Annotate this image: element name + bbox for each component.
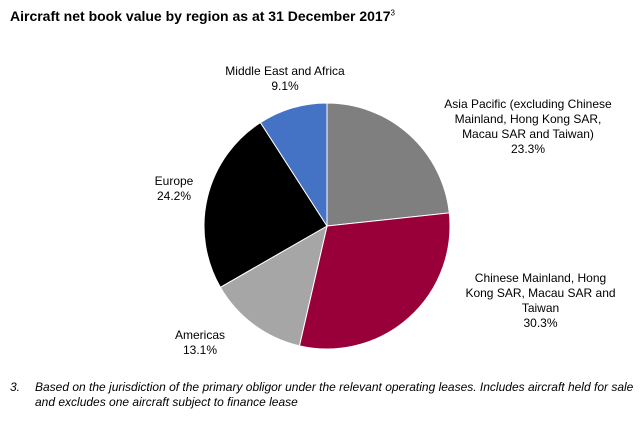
slice-value-label: 23.3%: [510, 142, 546, 156]
footnote-number: 3.: [10, 380, 21, 394]
footnote: 3. Based on the jurisdiction of the prim…: [10, 380, 635, 410]
slice-label-asia-pacific: Asia Pacific (excluding Chinese Mainland…: [438, 97, 618, 157]
slice-label-text: Chinese Mainland, Hong Kong SAR, Macau S…: [465, 271, 616, 315]
slice-value-label: 30.3%: [523, 316, 558, 330]
pie-slice-americas: [219, 224, 328, 347]
pie-slice-chinese-mainland: [298, 212, 451, 350]
pie-slice-middle-east-africa: [259, 102, 328, 228]
slice-value-label: 24.2%: [156, 189, 192, 203]
footnote-text: Based on the jurisdiction of the primary…: [35, 380, 634, 409]
slice-label-middle-east-africa: Middle East and Africa 9.1%: [200, 64, 370, 94]
slice-label-text: Europe: [154, 174, 194, 188]
pie-slice-europe: [203, 121, 328, 288]
slice-label-chinese-mainland: Chinese Mainland, Hong Kong SAR, Macau S…: [463, 271, 618, 331]
pie-slice-asia-pacific: [326, 102, 450, 227]
slice-label-europe: Europe 24.2%: [134, 174, 214, 204]
slice-label-text: Americas: [174, 328, 225, 342]
slice-label-text: Middle East and Africa: [225, 64, 345, 78]
chart-title-text: Aircraft net book value by region as at …: [10, 8, 391, 24]
slice-label-text: Asia Pacific (excluding Chinese Mainland…: [444, 97, 612, 141]
slice-value-label: 9.1%: [271, 79, 299, 93]
slice-value-label: 13.1%: [182, 343, 218, 357]
slice-label-americas: Americas 13.1%: [160, 328, 240, 358]
chart-title: Aircraft net book value by region as at …: [10, 8, 395, 24]
title-footnote-ref: 3: [390, 8, 395, 18]
